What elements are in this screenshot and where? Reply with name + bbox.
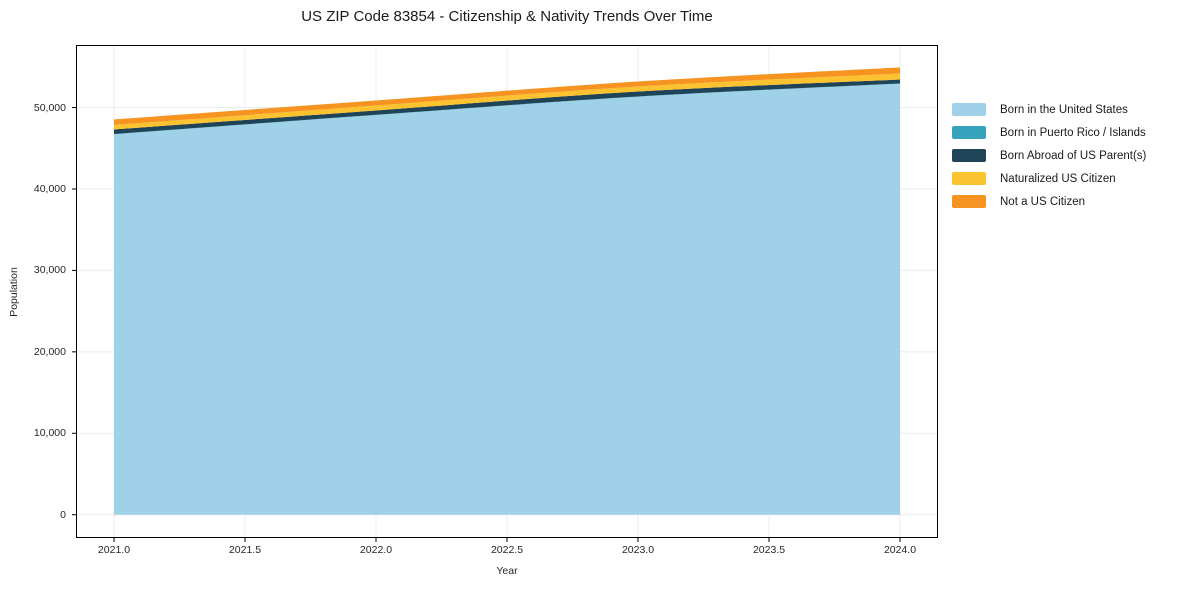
legend-swatch-not-citizen-icon [952, 195, 986, 208]
legend-label-born-abroad: Born Abroad of US Parent(s) [1000, 149, 1147, 162]
area-series [113, 67, 901, 125]
legend-swatch-naturalized-icon [952, 172, 986, 185]
x-tick-label: 2024.0 [883, 544, 917, 556]
legend-swatch-born-abroad-icon [952, 149, 986, 162]
legend-item-naturalized: Naturalized US Citizen [952, 172, 1146, 185]
x-tick-label: 2021.0 [97, 544, 131, 556]
x-tick-label: 2022.5 [490, 544, 524, 556]
stacked-area-chart [72, 45, 938, 542]
y-tick-label: 30,000 [33, 264, 66, 277]
y-tick-label: 40,000 [33, 182, 66, 195]
x-axis-title: Year [496, 565, 518, 577]
y-tick-label: 10,000 [33, 427, 66, 440]
x-tick-label: 2021.5 [228, 544, 262, 556]
legend-label-naturalized: Naturalized US Citizen [1000, 172, 1116, 185]
legend-swatch-born-pr-islands-icon [952, 126, 986, 139]
y-tick-label: 0 [60, 508, 66, 521]
x-tick-label: 2022.0 [359, 544, 393, 556]
x-tick-label: 2023.5 [752, 544, 786, 556]
legend-item-born-us: Born in the United States [952, 103, 1146, 116]
legend: Born in the United States Born in Puerto… [952, 103, 1146, 208]
area-series [113, 73, 901, 130]
legend-label-not-citizen: Not a US Citizen [1000, 195, 1086, 208]
legend-label-born-us: Born in the United States [1000, 103, 1128, 116]
legend-item-born-pr-islands: Born in Puerto Rico / Islands [952, 126, 1146, 139]
x-tick-label: 2023.0 [621, 544, 655, 556]
y-tick-label: 20,000 [33, 345, 66, 358]
plot-area [72, 45, 938, 542]
area-series [113, 83, 901, 515]
chart-title: US ZIP Code 83854 - Citizenship & Nativi… [301, 8, 713, 25]
legend-item-not-citizen: Not a US Citizen [952, 195, 1146, 208]
legend-label-born-pr-islands: Born in Puerto Rico / Islands [1000, 126, 1146, 139]
legend-swatch-born-us-icon [952, 103, 986, 116]
area-series [113, 79, 901, 135]
y-tick-label: 50,000 [33, 101, 66, 114]
legend-item-born-abroad: Born Abroad of US Parent(s) [952, 149, 1146, 162]
